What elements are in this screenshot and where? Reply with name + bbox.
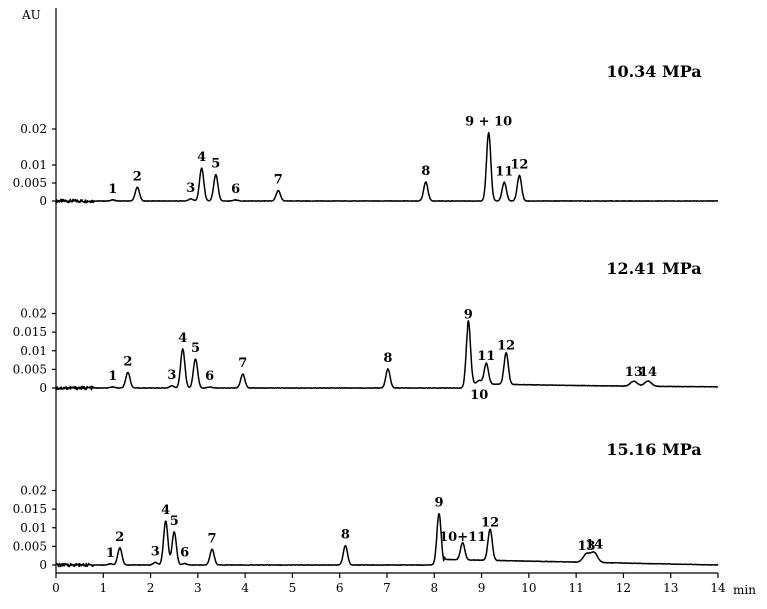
peak-label: 13 [625,365,643,380]
panel-title: 10.34 MPa [606,62,701,81]
y-tick-label: 0.015 [13,325,47,339]
peak-label: 7 [238,356,247,371]
peak-label: 14 [639,365,657,380]
y-tick-label: 0.01 [20,158,47,172]
peak-label: 12 [510,157,528,172]
peak-label: 2 [133,169,142,184]
x-tick-label: 10 [521,581,536,595]
peak-label: 8 [421,164,430,179]
x-tick-label: 6 [336,581,344,595]
peak-label: 4 [178,331,187,346]
peak-label: 4 [197,150,206,165]
y-tick-label: 0 [39,381,47,395]
y-tick-label: 0.005 [13,539,47,553]
peak-label: 3 [151,544,160,559]
y-tick-label: 0 [39,194,47,208]
x-tick-label: 1 [99,581,107,595]
panel-title: 15.16 MPa [606,440,701,459]
peak-label: 9 [464,307,473,322]
y-tick-label: 0.01 [20,344,47,358]
peak-label: 7 [274,173,283,188]
peak-label: 14 [585,537,603,552]
y-tick-label: 0.015 [13,502,47,516]
peak-label: 11 [495,164,513,179]
x-tick-label: 3 [194,581,202,595]
peak-label: 9 + 10 [465,115,512,130]
x-tick-label: 14 [710,581,726,595]
peak-label: 12 [497,338,515,353]
x-tick-label: 5 [289,581,297,595]
peak-label: 13 [577,539,595,554]
x-tick-label: 4 [241,581,249,595]
peak-label: 1 [106,546,115,561]
panel-title: 12.41 MPa [606,259,701,278]
peak-label: 10 [470,388,488,403]
peak-label: 7 [208,531,217,546]
x-tick-label: 7 [383,581,391,595]
y-tick-label: 0.02 [20,484,47,498]
peak-label: 4 [161,503,170,518]
chromatogram-trace [55,320,719,391]
y-tick-label: 0 [39,558,47,572]
x-tick-label: 9 [478,581,486,595]
y-unit-label: AU [21,8,41,22]
x-tick-label: 2 [147,581,155,595]
traces-layer [55,131,719,568]
peak-label: 3 [167,368,176,383]
peak-label: 6 [205,369,214,384]
peak-label: 1 [108,369,117,384]
peak-label: 1 [108,182,117,197]
peak-label: 2 [123,354,132,369]
x-tick-label: 11 [569,581,584,595]
peak-label: 10+11 [439,530,486,545]
peak-label: 5 [211,157,220,172]
y-tick-label: 0.005 [13,176,47,190]
y-tick-label: 0.005 [13,362,47,376]
peak-label: 9 [434,496,443,511]
peak-label: 2 [115,530,124,545]
x-unit-label: min [733,583,756,597]
x-tick-label: 12 [616,581,631,595]
x-tick-label: 13 [663,581,678,595]
y-tick-label: 0.02 [20,122,47,136]
x-tick-label: 8 [430,581,438,595]
peak-label: 3 [186,181,195,196]
peak-label: 8 [383,351,392,366]
peak-label: 12 [481,516,499,531]
peak-label: 5 [191,341,200,356]
chromatogram-trace [55,131,719,204]
peak-label: 11 [477,349,495,364]
chromatogram-trace [55,512,719,568]
y-tick-label: 0.02 [20,307,47,321]
peak-label: 6 [180,546,189,561]
x-tick-label: 0 [52,581,60,595]
peak-label: 8 [341,528,350,543]
y-tick-label: 0.01 [20,521,47,535]
peak-label: 6 [231,182,240,197]
peak-label: 5 [170,514,179,529]
